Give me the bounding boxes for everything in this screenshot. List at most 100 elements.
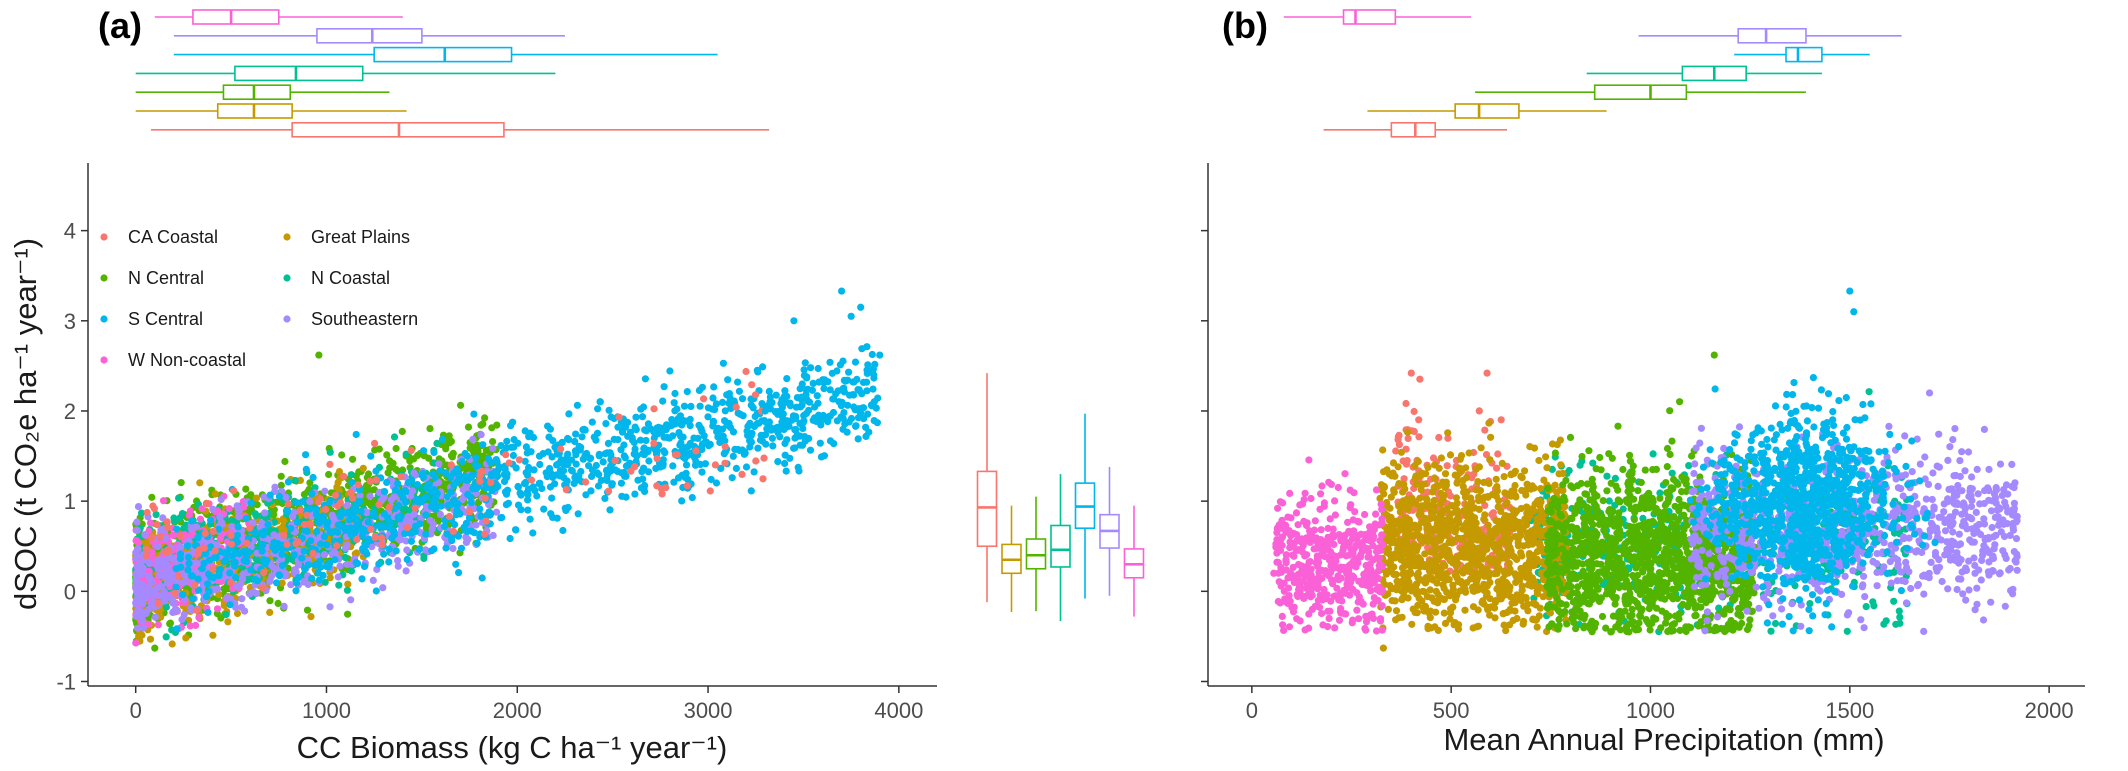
- point-s-central: [425, 480, 433, 488]
- point-southeastern: [132, 612, 140, 620]
- point-s-central: [363, 550, 371, 558]
- point-ca-coastal: [738, 470, 746, 478]
- point-s-central: [394, 480, 402, 488]
- point-southeastern: [134, 624, 142, 632]
- point-southeastern: [133, 518, 141, 526]
- point-s-central: [865, 428, 873, 436]
- point-n-coastal: [1843, 627, 1851, 635]
- point-s-central: [514, 439, 522, 447]
- point-s-central: [479, 441, 487, 449]
- point-great-plains: [359, 464, 367, 472]
- point-n-coastal: [1668, 469, 1676, 477]
- point-n-central: [386, 457, 394, 465]
- point-s-central: [531, 487, 539, 495]
- legend-label-w-non-coastal: W Non-coastal: [128, 350, 246, 370]
- point-southeastern: [237, 603, 246, 611]
- point-s-central: [304, 561, 312, 569]
- point-ca-coastal: [1415, 433, 1423, 441]
- point-n-central: [166, 620, 174, 628]
- point-n-coastal: [251, 510, 259, 518]
- point-s-central: [354, 559, 362, 568]
- point-ca-coastal: [283, 540, 291, 549]
- point-southeastern: [169, 599, 177, 607]
- point-s-central: [774, 458, 782, 466]
- point-s-central: [681, 448, 689, 457]
- point-s-central: [430, 545, 438, 553]
- point-s-central: [418, 497, 426, 505]
- point-southeastern: [180, 611, 188, 619]
- point-s-central: [392, 547, 400, 555]
- point-s-central: [284, 507, 292, 515]
- point-s-central: [478, 574, 486, 582]
- point-s-central: [284, 478, 292, 486]
- point-outlier: [790, 317, 798, 325]
- point-southeastern: [134, 597, 142, 605]
- point-ca-coastal: [153, 521, 161, 529]
- point-s-central: [185, 559, 193, 568]
- point-s-central: [773, 423, 782, 431]
- point-s-central: [298, 554, 306, 562]
- point-outlier: [847, 312, 855, 320]
- point-s-central: [385, 545, 393, 553]
- point-s-central: [420, 447, 428, 455]
- point-southeastern: [133, 568, 142, 576]
- point-s-central: [402, 498, 410, 506]
- point-ca-coastal: [752, 457, 760, 465]
- point-s-central: [698, 383, 707, 391]
- point-ca-coastal: [200, 544, 208, 552]
- point-s-central: [740, 450, 748, 458]
- point-s-central: [714, 424, 722, 432]
- point-s-central: [514, 482, 522, 491]
- point-s-central: [794, 463, 802, 471]
- point-s-central: [482, 484, 490, 492]
- point-s-central: [592, 461, 600, 470]
- point-s-central: [719, 359, 728, 367]
- point-s-central: [859, 378, 868, 386]
- point-s-central: [735, 387, 744, 395]
- point-ca-coastal: [177, 533, 185, 541]
- point-s-central: [311, 561, 319, 569]
- point-s-central: [670, 478, 678, 486]
- point-s-central: [872, 404, 880, 412]
- point-great-plains: [146, 635, 155, 643]
- point-s-central: [709, 419, 717, 427]
- point-s-central: [422, 511, 430, 519]
- point-ca-coastal: [447, 461, 455, 469]
- point-s-central: [275, 492, 283, 501]
- point-s-central: [572, 447, 580, 456]
- point-southeastern: [235, 513, 243, 521]
- y-tick-label-a: -1: [56, 669, 76, 694]
- point-s-central: [805, 406, 813, 414]
- point-n-central: [148, 493, 156, 501]
- point-southeastern: [336, 562, 344, 570]
- point-ca-coastal: [243, 539, 251, 547]
- point-n-coastal: [1767, 627, 1775, 635]
- point-southeastern: [145, 605, 153, 613]
- point-ca-coastal: [615, 413, 623, 421]
- point-s-central: [498, 513, 506, 522]
- point-s-central: [581, 451, 589, 459]
- point-southeastern: [148, 578, 156, 586]
- point-outlier: [315, 351, 323, 359]
- point-s-central: [536, 460, 544, 469]
- point-s-central: [365, 535, 373, 543]
- point-southeastern: [217, 495, 225, 504]
- point-s-central: [572, 460, 580, 468]
- x-axis-title-a: CC Biomass (kg C ha⁻¹ year⁻¹): [297, 730, 728, 765]
- point-s-central: [430, 448, 438, 457]
- point-n-coastal: [162, 603, 170, 611]
- point-s-central: [188, 572, 196, 580]
- point-n-central: [442, 445, 450, 453]
- point-ca-coastal: [487, 479, 495, 487]
- point-s-central: [427, 503, 436, 511]
- point-ca-coastal: [340, 472, 348, 480]
- point-outlier: [838, 287, 846, 295]
- point-s-central: [204, 580, 212, 588]
- point-southeastern: [164, 562, 172, 570]
- point-n-coastal: [170, 514, 178, 522]
- point-n-central: [177, 479, 185, 487]
- point-outlier: [761, 407, 769, 415]
- point-s-central: [588, 418, 596, 426]
- point-s-central: [776, 433, 784, 441]
- point-ca-coastal: [203, 499, 211, 508]
